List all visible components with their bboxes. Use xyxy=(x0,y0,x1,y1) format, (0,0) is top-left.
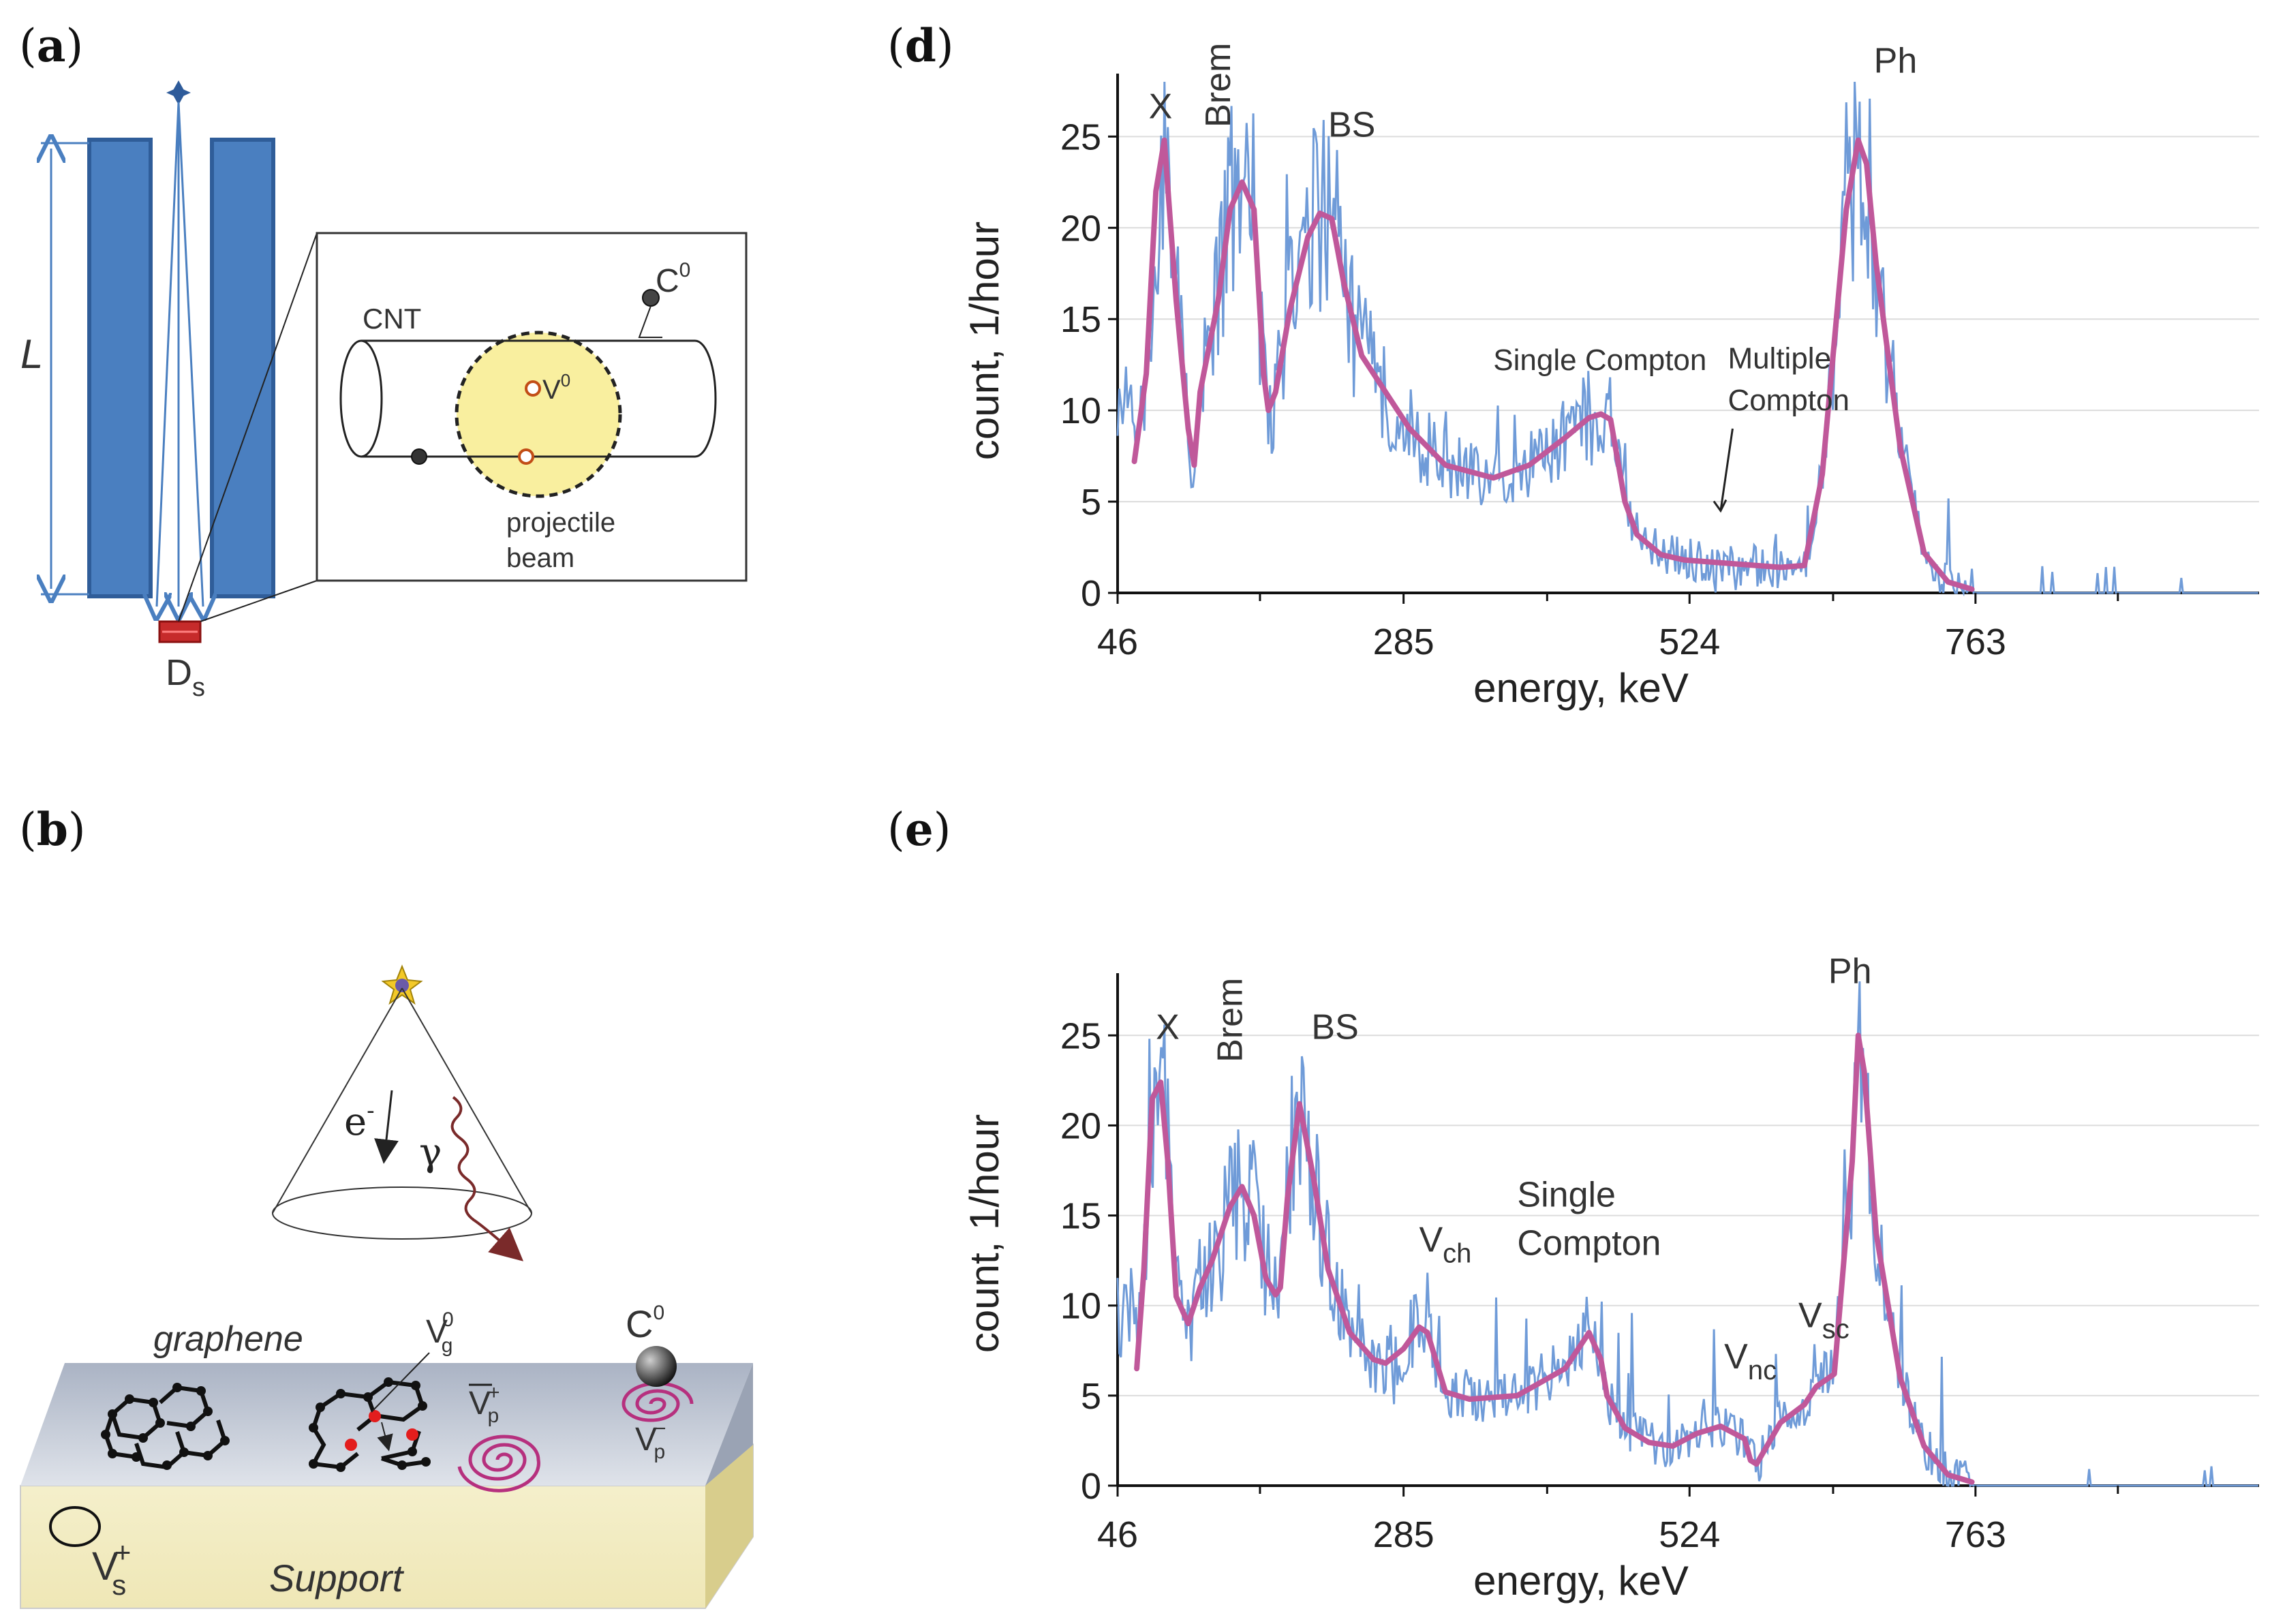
annotation-label: Ph xyxy=(1874,42,1918,81)
y-tick-label: 15 xyxy=(1060,1196,1101,1237)
annotation-label: Compton xyxy=(1517,1224,1661,1263)
cnt-label: CNT xyxy=(363,303,421,335)
y-axis-title: count, 1/hour xyxy=(962,1114,1007,1353)
x-axis-title: energy, keV xyxy=(1473,665,1689,711)
left-wall xyxy=(87,138,153,598)
annotation-label: Vsc xyxy=(1798,1296,1849,1344)
y-tick-label: 10 xyxy=(1060,390,1101,431)
carbon-atom xyxy=(411,448,427,465)
vs-vacancy xyxy=(49,1506,101,1547)
length-label: L xyxy=(20,331,43,377)
panel-label-d: (d) xyxy=(887,19,954,72)
vp-plus-label: V+ p xyxy=(469,1381,500,1427)
cone xyxy=(272,987,532,1240)
annotation-arrow xyxy=(1719,428,1734,511)
electron-label: e- xyxy=(344,1097,375,1144)
y-tick-label: 25 xyxy=(1060,117,1101,157)
electron-arrow xyxy=(374,1090,399,1164)
vg-label: V0 g xyxy=(426,1308,454,1357)
c0-ball xyxy=(636,1346,677,1387)
vp-minus-label: V− p xyxy=(635,1418,666,1463)
y-tick-label: 20 xyxy=(1060,208,1101,249)
source-icon xyxy=(166,80,191,105)
beam-rays xyxy=(157,102,203,607)
beam-label-line1: projectile xyxy=(506,508,615,538)
c0-label-b: C0 xyxy=(626,1302,664,1345)
y-tick-label: 10 xyxy=(1060,1286,1101,1327)
annotation-label: Single Compton xyxy=(1493,343,1706,377)
v0-label: V0 xyxy=(542,370,570,405)
gamma-label: γ xyxy=(419,1131,442,1175)
annotation-label: Multiple xyxy=(1728,342,1831,376)
x-tick-label: 285 xyxy=(1373,622,1434,662)
c0-label: C0 xyxy=(656,259,690,299)
y-tick-label: 20 xyxy=(1060,1105,1101,1146)
y-tick-label: 15 xyxy=(1060,299,1101,340)
annotation-label: Brem xyxy=(1211,978,1250,1062)
annotation-label: Single xyxy=(1517,1175,1616,1214)
y-tick-label: 5 xyxy=(1081,1376,1101,1417)
graphene-atoms-1 xyxy=(101,1383,230,1470)
x-axis-title: energy, keV xyxy=(1473,1558,1689,1604)
panel-label-a: (a) xyxy=(19,19,84,72)
annotation-label: X xyxy=(1156,1008,1180,1047)
y-tick-label: 25 xyxy=(1060,1015,1101,1056)
annotation-label: Compton xyxy=(1728,384,1849,417)
series-raw-spectrum xyxy=(1116,981,2258,1488)
right-wall xyxy=(210,138,275,598)
x-tick-label: 285 xyxy=(1373,1514,1434,1555)
annotation-label: X xyxy=(1149,87,1173,127)
x-tick-label: 524 xyxy=(1659,622,1720,662)
projectile-beam-circle xyxy=(455,331,622,498)
panel-b-diagram: e- γ graphene Support V0 g xyxy=(20,964,754,1609)
y-tick-label: 0 xyxy=(1081,573,1101,614)
annotation-label: BS xyxy=(1311,1008,1358,1047)
annotation-label: Ph xyxy=(1828,952,1872,992)
graphene-label: graphene xyxy=(153,1319,303,1359)
vacancy-v0 xyxy=(525,380,541,397)
annotation-label: Brem xyxy=(1199,43,1238,127)
x-tick-label: 524 xyxy=(1659,1514,1720,1555)
series-raw-spectrum xyxy=(1116,81,2258,597)
length-arrow xyxy=(41,143,89,594)
star-source-icon xyxy=(381,964,423,1005)
series-smoothed-fit xyxy=(1131,137,1975,592)
annotation-label: Vch xyxy=(1419,1220,1471,1268)
graphene-atoms-2 xyxy=(309,1377,431,1472)
x-tick-label: 763 xyxy=(1945,622,2006,662)
vacancy-edge xyxy=(518,448,534,465)
y-tick-label: 5 xyxy=(1081,482,1101,523)
x-tick-label: 763 xyxy=(1945,1514,2006,1555)
series-smoothed-fit xyxy=(1134,1032,1975,1485)
spiral-vp-plus xyxy=(457,1435,540,1492)
annotation-label: BS xyxy=(1328,105,1375,144)
spiral-vp-minus xyxy=(621,1381,694,1422)
panel-label-e: (e) xyxy=(887,803,951,856)
gamma-wave xyxy=(450,1096,524,1261)
x-tick-label: 46 xyxy=(1097,1514,1138,1555)
x-tick-label: 46 xyxy=(1097,622,1138,662)
vs-label: V+ s xyxy=(92,1536,131,1601)
support-label: Support xyxy=(269,1557,405,1599)
panel-label-b: (b) xyxy=(19,803,86,856)
annotation-arrowhead xyxy=(1713,499,1728,513)
vacancy-red-atoms xyxy=(345,1410,418,1451)
annotation-label: Vnc xyxy=(1724,1337,1777,1385)
y-axis-title: count, 1/hour xyxy=(962,221,1007,460)
detector-label: Ds xyxy=(166,652,205,702)
y-tick-label: 0 xyxy=(1081,1466,1101,1507)
panel-a-diagram: L Ds CNT C0 V0 projectile beam xyxy=(20,80,748,702)
beam-label-line2: beam xyxy=(506,543,574,573)
